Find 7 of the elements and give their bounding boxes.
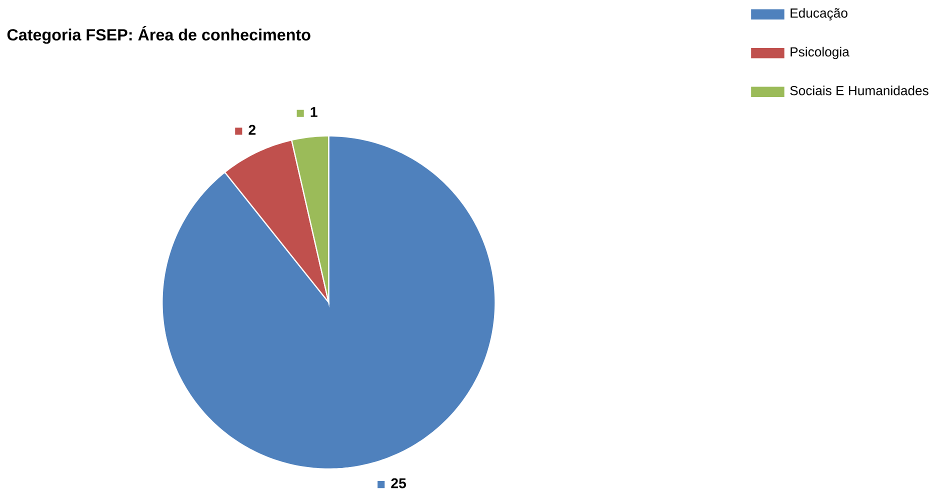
legend-label: Educação — [790, 8, 848, 20]
data-label: 25 — [391, 478, 406, 488]
data-label: 1 — [310, 107, 318, 117]
data-label: 2 — [248, 124, 256, 135]
text: Categoria FSEP: Área de conhecimento — [7, 26, 310, 44]
legend-label: Sociais E Humanidades — [790, 86, 928, 96]
legend-label: Psicologia — [790, 46, 850, 59]
